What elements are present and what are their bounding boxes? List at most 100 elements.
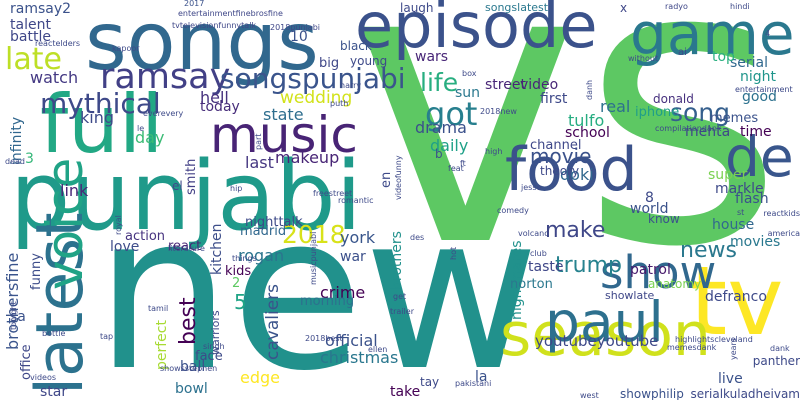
word-house: house <box>712 217 755 233</box>
word-pakistani: pakistani <box>455 379 492 388</box>
word-episode: episode <box>355 0 598 62</box>
word-serialkuladheivam: serialkuladheivam <box>690 387 800 400</box>
word-doki: doki <box>560 165 594 184</box>
word-morning: morning <box>300 294 355 309</box>
word-puth: puth <box>330 99 349 108</box>
word-game: game <box>630 0 795 68</box>
word-x: x <box>620 1 628 15</box>
word-get: get <box>393 292 407 301</box>
word-songspunjabi: songspunjabi <box>220 62 406 95</box>
word-ball: ball <box>180 359 206 375</box>
word-nighttalk: nighttalk <box>245 215 303 230</box>
word-romantic: romantic <box>338 196 374 205</box>
word-harry: harry <box>340 81 362 90</box>
word-videos: videos <box>30 373 57 382</box>
word-today: today <box>200 99 240 115</box>
word-street: street <box>485 77 526 93</box>
word-songs: songs <box>85 0 319 88</box>
word-makeup: makeup <box>275 148 340 167</box>
word-tulfo: tulfo <box>568 111 605 130</box>
word-show: show <box>600 246 717 299</box>
word-late: late <box>5 42 62 77</box>
word-st: st <box>737 208 745 217</box>
word-comedy: comedy <box>497 206 529 215</box>
word-star: star <box>40 384 68 400</box>
word-video: video <box>520 77 559 93</box>
word-en: en <box>379 171 394 188</box>
word-hip: hip <box>230 184 243 193</box>
word-volcano: volcano <box>518 229 550 238</box>
word-live: live <box>718 371 743 387</box>
word-punjabi: punjabi <box>10 142 363 252</box>
word-food: food <box>505 135 638 205</box>
word-reactkids: reactkids <box>763 209 800 218</box>
word-life: life <box>420 68 459 97</box>
word-feat: feat <box>448 164 464 173</box>
word-2018new: 2018new <box>480 107 517 116</box>
word-trailer: trailer <box>390 307 414 316</box>
word-good: good <box>742 89 777 105</box>
word-brothers: brothers <box>389 231 405 290</box>
word-serial: serial <box>730 55 769 71</box>
word-tvtelevisionfunnytalk: tvtelevisionfunnytalk <box>172 21 257 30</box>
word-tv: tv <box>690 247 784 357</box>
word-tamil: tamil <box>148 304 169 313</box>
word-wedding: wedding <box>280 88 353 108</box>
word-christmas: christmas <box>320 348 399 367</box>
word-danh: danh <box>585 79 594 100</box>
word-sa: sa <box>10 309 26 325</box>
word-bowl: bowl <box>175 381 208 397</box>
word-iphone: iphone <box>635 105 680 120</box>
word-des: des <box>410 233 425 242</box>
word-paul: paul <box>545 290 664 354</box>
word-3: 3 <box>25 151 34 167</box>
word-things: things <box>232 254 257 263</box>
word-music: music <box>210 106 358 164</box>
word-day: day <box>135 128 165 147</box>
word-videofunny: videofunny <box>394 155 403 200</box>
word-2017: 2017 <box>184 0 205 8</box>
word-everevery: everevery <box>143 109 184 118</box>
word-madrid: madrid <box>240 224 287 239</box>
word-freestreet: freestreet <box>313 189 353 198</box>
word-drama: drama <box>415 118 467 137</box>
word-take: take <box>390 384 421 400</box>
word-la: la <box>475 369 488 385</box>
word-hell: hell <box>200 88 229 107</box>
word-voice: voice <box>36 157 94 290</box>
word-wars: wars <box>415 49 449 65</box>
word-battle: battle <box>10 29 51 45</box>
word-part: part <box>254 133 263 150</box>
word-war: war <box>340 249 366 265</box>
word-vs: vs <box>350 0 784 332</box>
word-memes: memes <box>710 111 759 126</box>
word-state: state <box>263 105 304 124</box>
word-showphilip: showphilip <box>620 387 684 400</box>
word-action: action <box>125 229 166 244</box>
word-years: years <box>729 337 738 360</box>
word-markle: markle <box>715 181 764 197</box>
word-school: school <box>565 125 610 141</box>
word-real: real <box>600 97 631 116</box>
word-talent: talent <box>10 17 51 33</box>
word-anatomy: anatomy <box>648 277 702 291</box>
word-ellen: ellen <box>368 345 388 354</box>
word-ft: ft <box>460 159 466 168</box>
word-jesse: jesse <box>521 183 542 192</box>
word-2018: 2018 <box>282 220 346 249</box>
word-super: super <box>708 167 748 183</box>
word-songslatest: songslatest <box>485 1 549 14</box>
word-defranco: defranco <box>705 289 767 305</box>
word-reactelders: reactelders <box>35 39 81 48</box>
word-world: world <box>630 201 669 217</box>
word-club: club <box>530 249 547 258</box>
word-movies: movies <box>730 234 781 250</box>
word-musicpunjabi: musicpunjabi <box>309 231 318 285</box>
word-hindi: hindi <box>730 2 750 11</box>
word-best: best <box>176 297 201 345</box>
word-america: america <box>767 229 800 238</box>
word-patrol: patrol <box>630 262 671 278</box>
word-el: el <box>172 179 183 193</box>
word-radyo: radyo <box>665 2 688 11</box>
word-4: 4 <box>765 29 771 38</box>
